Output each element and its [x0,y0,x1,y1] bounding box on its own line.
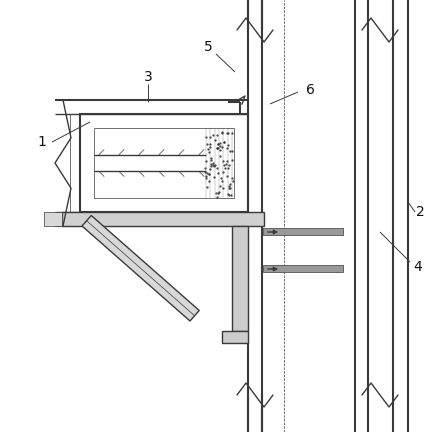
Text: 6: 6 [306,83,315,97]
Bar [44,212,62,226]
Bar [62,212,264,226]
Text: 2: 2 [416,205,424,219]
Polygon shape [82,216,199,321]
Text: 1: 1 [38,135,47,149]
Bar [263,265,343,272]
Bar [94,128,234,198]
Bar [80,114,248,212]
Bar [232,226,248,331]
Text: 5: 5 [204,40,212,54]
Bar [263,228,343,235]
Text: 3: 3 [144,70,152,84]
Bar [222,331,248,343]
Text: 4: 4 [414,260,422,274]
